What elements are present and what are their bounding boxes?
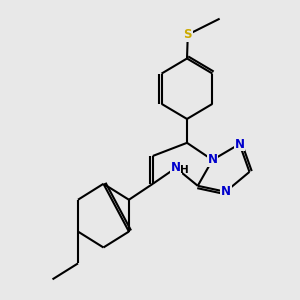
Text: N: N [171,161,181,174]
Text: N: N [208,153,218,167]
Text: N: N [220,185,231,198]
Text: N: N [235,137,244,151]
Text: H: H [180,165,189,175]
Text: S: S [184,28,192,41]
